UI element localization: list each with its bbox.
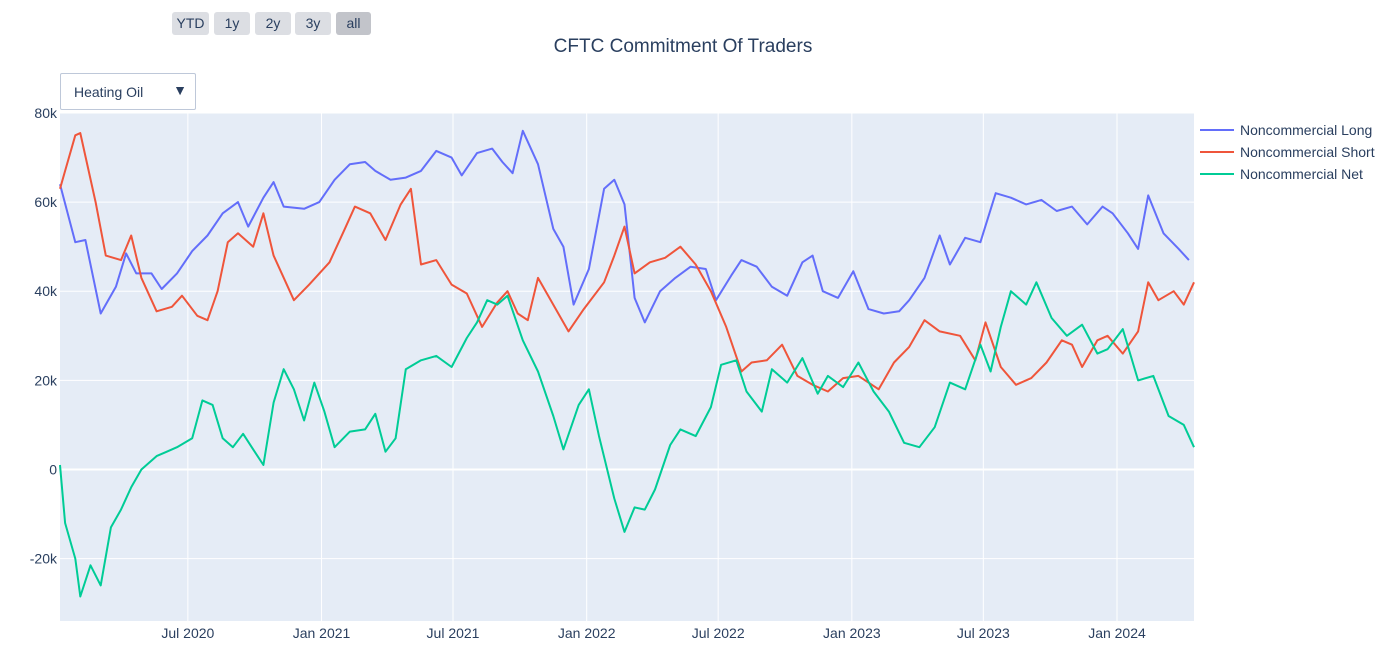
x-tick-label: Jan 2023 bbox=[823, 625, 881, 641]
y-tick-label: 0 bbox=[49, 461, 57, 477]
legend: Noncommercial Long Noncommercial Short Non… bbox=[1200, 122, 1375, 182]
y-tick-label: -20k bbox=[30, 551, 58, 567]
y-axis: -20k 0 20k 40k 60k 80k bbox=[30, 105, 58, 567]
range-button-ytd[interactable]: YTD bbox=[172, 12, 209, 35]
y-tick-label: 60k bbox=[34, 194, 58, 210]
range-button-all[interactable]: all bbox=[336, 12, 371, 35]
x-tick-label: Jul 2023 bbox=[957, 625, 1010, 641]
legend-item-noncommercial-long[interactable]: Noncommercial Long bbox=[1240, 122, 1372, 138]
y-tick-label: 40k bbox=[34, 283, 58, 299]
series-layer bbox=[59, 129, 1195, 598]
grid-lines bbox=[60, 112, 1194, 621]
legend-item-noncommercial-short[interactable]: Noncommercial Short bbox=[1240, 144, 1375, 160]
commodity-dropdown[interactable]: Heating Oil ▼ bbox=[60, 73, 196, 110]
y-tick-label: 20k bbox=[34, 372, 58, 388]
series-line-noncommercial-long bbox=[59, 129, 1190, 324]
x-tick-label: Jul 2021 bbox=[427, 625, 480, 641]
x-tick-label: Jul 2022 bbox=[692, 625, 745, 641]
x-tick-label: Jan 2022 bbox=[558, 625, 616, 641]
range-button-3y[interactable]: 3y bbox=[295, 12, 331, 35]
series-line-noncommercial-net bbox=[59, 281, 1195, 598]
x-tick-label: Jan 2024 bbox=[1088, 625, 1146, 641]
series-line-noncommercial-short bbox=[59, 132, 1195, 393]
range-button-1y[interactable]: 1y bbox=[214, 12, 250, 35]
dropdown-selected-label: Heating Oil bbox=[74, 84, 144, 100]
range-button-2y[interactable]: 2y bbox=[255, 12, 291, 35]
plot-area bbox=[60, 113, 1194, 621]
x-axis: Jul 2020 Jan 2021 Jul 2021 Jan 2022 Jul 2022… bbox=[161, 625, 1146, 641]
x-tick-label: Jan 2021 bbox=[293, 625, 351, 641]
x-tick-label: Jul 2020 bbox=[161, 625, 214, 641]
y-tick-label: 80k bbox=[34, 105, 58, 121]
legend-item-noncommercial-net[interactable]: Noncommercial Net bbox=[1240, 166, 1363, 182]
dropdown-arrow-icon: ▼ bbox=[173, 82, 187, 98]
chart-title: CFTC Commitment Of Traders bbox=[553, 36, 813, 57]
